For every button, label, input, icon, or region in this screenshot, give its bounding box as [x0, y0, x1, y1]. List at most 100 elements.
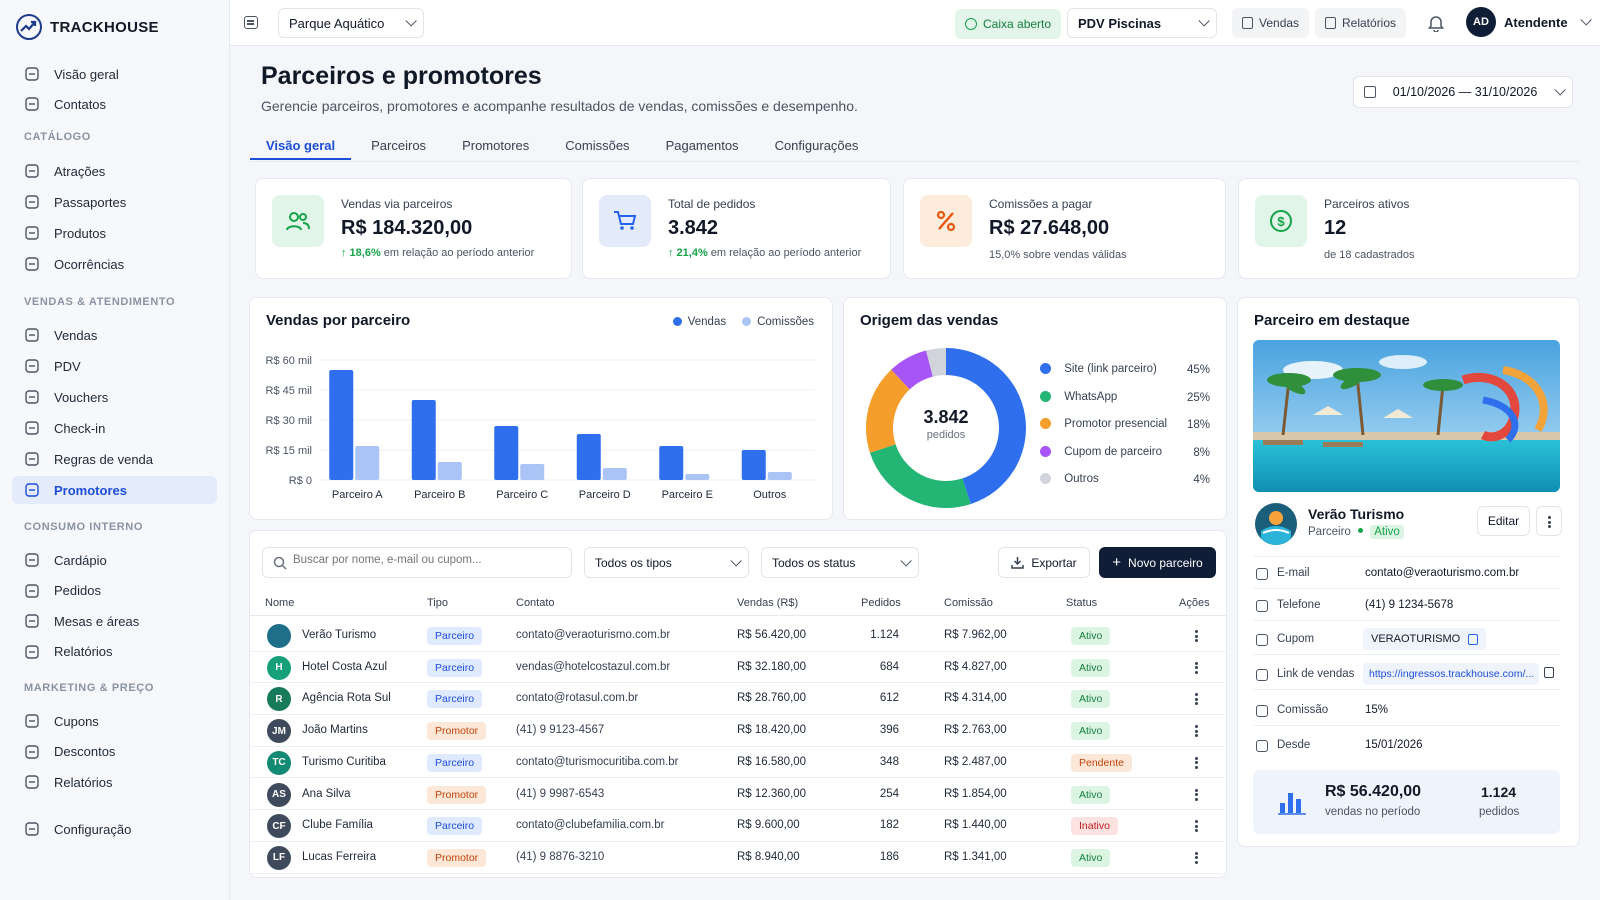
featured-field-label: Cupom — [1277, 633, 1315, 645]
user-menu[interactable]: AD Atendente — [1466, 7, 1592, 37]
column-header[interactable]: Nome — [265, 597, 295, 609]
edit-partner-button[interactable]: Editar — [1477, 506, 1530, 536]
status-badge: Ativo — [1071, 848, 1111, 867]
bell-icon[interactable] — [1428, 14, 1444, 35]
kpi-delta: ↑ 18,6% — [341, 247, 381, 259]
kpi-note: ↑ 21,4% em relação ao período anterior — [668, 247, 861, 259]
tab-4[interactable]: Pagamentos — [665, 138, 739, 153]
sidebar-item-discount[interactable]: Descontos — [12, 738, 217, 766]
sidebar-item-report[interactable]: Relatórios — [12, 768, 217, 796]
sidebar-item-orders[interactable]: Pedidos — [12, 577, 217, 605]
sidebar-item-report[interactable]: Relatórios — [12, 638, 217, 666]
column-header[interactable]: Tipo — [427, 597, 448, 609]
x-tick-label: Parceiro A — [332, 489, 383, 501]
orders-icon — [24, 583, 40, 599]
sidebar-item-label: Relatórios — [54, 774, 113, 790]
row-actions-icon[interactable] — [1195, 725, 1198, 738]
tab-3[interactable]: Comissões — [565, 138, 630, 153]
sidebar-item-tables[interactable]: Mesas e áreas — [12, 607, 217, 635]
reports-button[interactable]: Relatórios — [1315, 8, 1407, 38]
row-actions-icon[interactable] — [1195, 693, 1198, 706]
row-actions-icon[interactable] — [1195, 630, 1198, 642]
sidebar-item-rules[interactable]: Regras de venda — [12, 445, 217, 473]
row-actions-icon[interactable] — [1195, 661, 1198, 674]
tab-1[interactable]: Parceiros — [371, 138, 427, 153]
column-header[interactable]: Status — [1066, 597, 1098, 609]
logo[interactable]: TRACKHOUSE — [16, 12, 159, 42]
tab-2[interactable]: Promotores — [462, 138, 530, 153]
featured-partner-name: Verão Turismo — [1308, 506, 1405, 522]
row-sales: R$ 12.360,00 — [737, 787, 807, 800]
sidebar-item-alert[interactable]: Ocorrências — [12, 250, 217, 278]
featured-partner-role: Parceiro Ativo — [1308, 525, 1404, 539]
type-filter-select[interactable]: Todos os tipos — [584, 547, 749, 578]
sidebar-item-voucher[interactable]: Vouchers — [12, 383, 217, 411]
row-actions-icon[interactable] — [1195, 851, 1198, 864]
sidebar-item-checkin[interactable]: Check-in — [12, 414, 217, 442]
copy-icon[interactable] — [1544, 667, 1554, 678]
coupon-code-chip[interactable]: VERAOTURISMO — [1363, 628, 1487, 650]
row-actions-icon[interactable] — [1195, 788, 1198, 801]
kpi-label: Parceiros ativos — [1324, 197, 1410, 211]
sidebar-item-promoters[interactable]: Promotores — [12, 476, 217, 504]
search-input[interactable] — [262, 547, 572, 578]
collapse-sidebar-icon[interactable] — [244, 16, 258, 29]
report-icon — [1325, 17, 1336, 29]
table-row[interactable] — [249, 652, 1227, 684]
sidebar-item-cart[interactable]: Vendas — [12, 321, 217, 349]
table-row[interactable] — [249, 810, 1227, 842]
sidebar-item-coupon[interactable]: Cupons — [12, 707, 217, 735]
column-header[interactable]: Pedidos — [861, 597, 901, 609]
sidebar-item-register[interactable]: PDV — [12, 352, 217, 380]
table-row[interactable] — [249, 842, 1227, 874]
column-header[interactable]: Ações — [1179, 597, 1210, 609]
table-row[interactable] — [249, 620, 1227, 652]
promoters-icon — [24, 482, 40, 498]
sidebar-item-gear[interactable]: Configuração — [12, 815, 217, 843]
export-button[interactable]: Exportar — [998, 547, 1090, 578]
table-row[interactable] — [249, 715, 1227, 747]
column-header[interactable]: Vendas (R$) — [737, 597, 799, 609]
sidebar-item-attractions[interactable]: Atrações — [12, 157, 217, 185]
sales-link[interactable]: https://ingressos.trackhouse.com/... — [1363, 663, 1539, 685]
status-badge: Ativo — [1071, 658, 1111, 677]
cash-status-badge[interactable]: Caixa aberto — [955, 9, 1062, 39]
legend-label: Vendas — [687, 316, 727, 328]
row-commission: R$ 2.487,00 — [944, 755, 1007, 768]
sidebar-item-label: Vendas — [54, 327, 98, 343]
table-row[interactable] — [249, 683, 1227, 716]
bar-vendas — [659, 446, 684, 480]
dashboard-icon — [24, 66, 40, 82]
sidebar-item-users[interactable]: Contatos — [12, 90, 217, 118]
kebab-icon — [1548, 516, 1551, 528]
legend-item-comissoes: Comissões — [742, 316, 814, 328]
sidebar-item-bag[interactable]: Produtos — [12, 219, 217, 247]
row-actions-icon[interactable] — [1195, 820, 1198, 833]
date-range-picker[interactable]: 01/10/2026 — 31/10/2026 — [1353, 76, 1573, 108]
sidebar-item-label: Passaportes — [54, 194, 127, 210]
search-field[interactable] — [293, 554, 563, 566]
tab-5[interactable]: Configurações — [774, 138, 859, 153]
copy-icon[interactable] — [1468, 633, 1479, 645]
donut-slice — [891, 350, 933, 390]
sidebar-item-label: Descontos — [54, 744, 116, 759]
featured-field-value: VERAOTURISMO — [1371, 633, 1461, 645]
table-row[interactable] — [249, 779, 1227, 811]
status-filter-select[interactable]: Todos os status — [761, 547, 919, 578]
more-options-button[interactable] — [1536, 506, 1562, 536]
row-actions-icon[interactable] — [1195, 756, 1198, 769]
sidebar-item-menu-grid[interactable]: Cardápio — [12, 546, 217, 574]
avatar: CF — [267, 814, 291, 839]
venue-select[interactable]: Parque Aquático — [278, 8, 424, 38]
type-filter-value: Todos os tipos — [595, 555, 672, 570]
table-row[interactable] — [249, 747, 1227, 779]
new-partner-button[interactable]: + Novo parceiro — [1099, 547, 1216, 578]
sidebar-item-dashboard[interactable]: Visão geral — [12, 60, 217, 88]
sidebar-item-ticket[interactable]: Passaportes — [12, 188, 217, 216]
column-header[interactable]: Comissão — [944, 597, 993, 609]
sales-button[interactable]: Vendas — [1232, 8, 1310, 38]
pdv-select[interactable]: PDV Piscinas — [1067, 8, 1217, 38]
tab-0[interactable]: Visão geral — [250, 130, 352, 160]
report-icon — [24, 774, 40, 790]
column-header[interactable]: Contato — [516, 597, 555, 609]
